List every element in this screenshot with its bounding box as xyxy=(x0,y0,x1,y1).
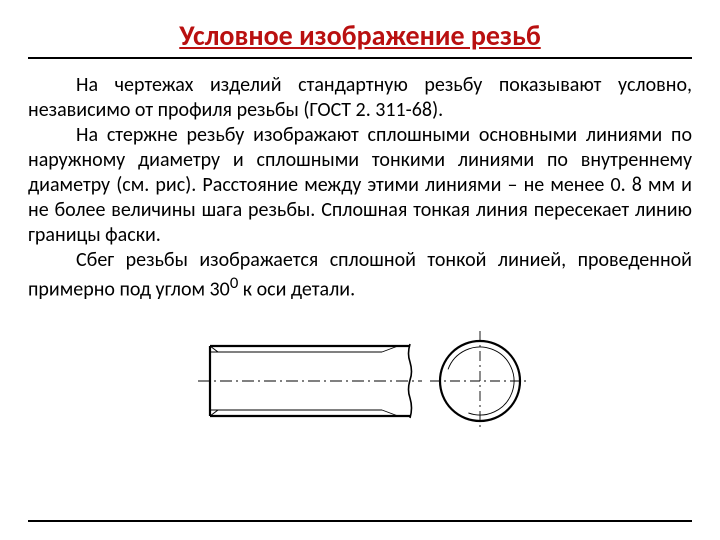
page-title: Условное изображение резьб xyxy=(28,18,692,53)
thread-diagram-svg xyxy=(180,321,540,441)
paragraph-3: Сбег резьбы изображается сплошной тонкой… xyxy=(28,248,692,303)
paragraph-1: На чертежах изделий стандартную резьбу п… xyxy=(28,73,692,123)
paragraph-3b: к оси детали. xyxy=(238,278,355,302)
paragraph-3a: Сбег резьбы изображается сплошной тонкой… xyxy=(28,248,692,302)
degree-superscript: 0 xyxy=(230,273,238,293)
divider-top xyxy=(28,57,692,59)
body-text: На чертежах изделий стандартную резьбу п… xyxy=(28,73,692,303)
paragraph-2: На стержне резьбу изображают сплошными о… xyxy=(28,123,692,248)
thread-diagram xyxy=(28,321,692,446)
divider-bottom xyxy=(28,520,692,522)
